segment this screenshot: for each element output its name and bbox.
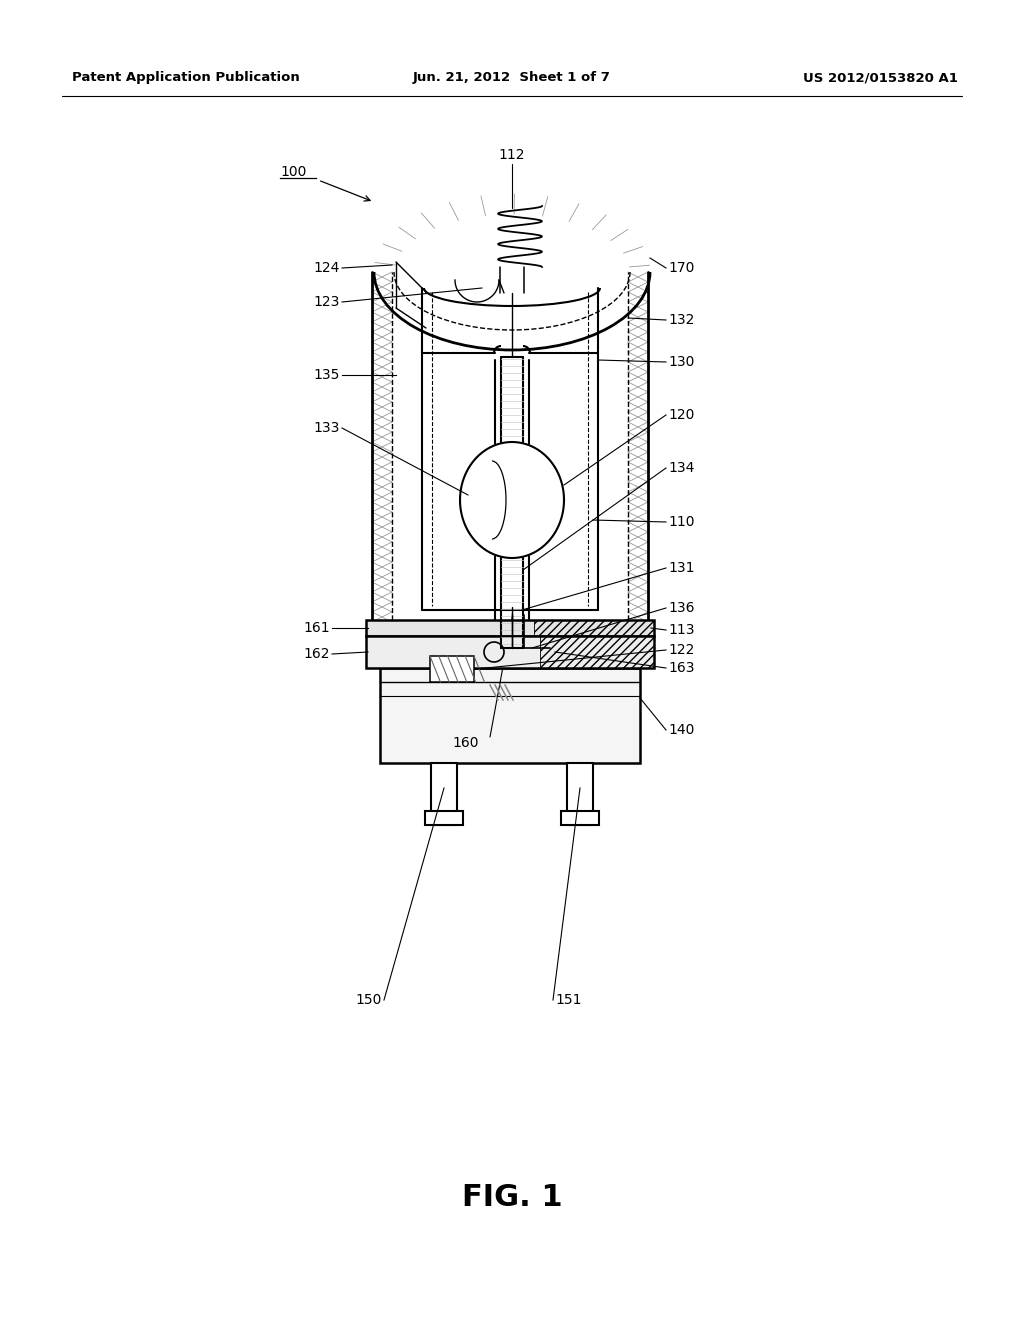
Text: 134: 134	[668, 461, 694, 475]
Text: 136: 136	[668, 601, 694, 615]
Polygon shape	[460, 442, 564, 558]
Text: 135: 135	[313, 368, 340, 381]
Text: FIG. 1: FIG. 1	[462, 1184, 562, 1213]
Text: 123: 123	[313, 294, 340, 309]
Text: 140: 140	[668, 723, 694, 737]
Text: 100: 100	[280, 165, 306, 180]
Bar	[431, 763, 457, 825]
Text: 160: 160	[453, 737, 479, 750]
Bar	[430, 656, 474, 682]
Text: 112: 112	[499, 148, 525, 162]
Text: 133: 133	[313, 421, 340, 436]
Bar	[366, 620, 654, 636]
Bar	[425, 810, 463, 825]
Text: 161: 161	[303, 620, 330, 635]
Text: 110: 110	[668, 515, 694, 529]
Text: US 2012/0153820 A1: US 2012/0153820 A1	[803, 71, 958, 84]
Text: 120: 120	[668, 408, 694, 422]
Text: 122: 122	[668, 643, 694, 657]
Text: 163: 163	[668, 661, 694, 675]
Bar	[540, 636, 654, 668]
Text: 124: 124	[313, 261, 340, 275]
Text: Patent Application Publication: Patent Application Publication	[72, 71, 300, 84]
Bar	[567, 763, 593, 825]
Text: 132: 132	[668, 313, 694, 327]
Text: 113: 113	[668, 623, 694, 638]
Text: 131: 131	[668, 561, 694, 576]
Text: 170: 170	[668, 261, 694, 275]
Text: 150: 150	[355, 993, 382, 1007]
Bar	[380, 668, 640, 763]
Text: Jun. 21, 2012  Sheet 1 of 7: Jun. 21, 2012 Sheet 1 of 7	[413, 71, 611, 84]
Text: 162: 162	[303, 647, 330, 661]
Text: 130: 130	[668, 355, 694, 370]
Bar	[534, 620, 654, 636]
Bar	[366, 636, 654, 668]
Bar	[561, 810, 599, 825]
Text: 151: 151	[555, 993, 582, 1007]
